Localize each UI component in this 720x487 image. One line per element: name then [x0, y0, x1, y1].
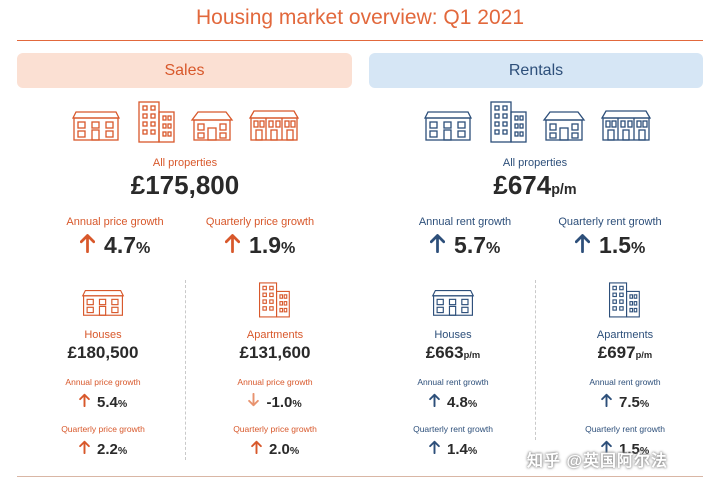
sales-apartments-quarterly-label: Quarterly price growth: [233, 424, 317, 434]
rentals-all-label: All properties: [502, 157, 568, 169]
title-divider: [17, 40, 703, 41]
sales-apartments-annual-label: Annual price growth: [237, 377, 313, 387]
sales-houses-label: Houses: [84, 329, 122, 341]
sales-quarterly-growth: 1.9%: [195, 232, 325, 259]
rentals-icons-row: [422, 100, 652, 145]
apartment-block-icon: [138, 101, 175, 143]
apartment-block-icon: [258, 282, 290, 318]
apartment-block-icon: [490, 101, 527, 143]
arrow-up-icon: [79, 232, 98, 258]
detached-house-icon: [542, 111, 586, 141]
rentals-houses-quarterly-label: Quarterly rent growth: [413, 424, 493, 434]
sales-houses-quarterly-label: Quarterly price growth: [61, 424, 145, 434]
rentals-apartments-value: £697p/m: [597, 343, 653, 362]
sales-all-label: All properties: [152, 157, 218, 169]
sales-houses-value: £180,500: [67, 343, 139, 362]
rentals-houses-annual-label: Annual rent growth: [417, 377, 489, 387]
page-title: Housing market overview: Q1 2021: [196, 6, 524, 29]
arrow-down-icon: [248, 392, 262, 411]
rentals-houses-value: £663p/m: [425, 343, 481, 362]
watermark: 知乎 @英国阿尔法: [527, 453, 669, 470]
arrow-up-icon: [429, 232, 448, 258]
sales-apartments-label: Apartments: [246, 329, 304, 341]
sales-annual-label: Annual price growth: [66, 216, 164, 228]
arrow-up-icon: [78, 440, 93, 458]
arrow-up-icon: [428, 393, 443, 411]
house-icon: [431, 289, 475, 316]
rentals-apartments-quarterly-label: Quarterly rent growth: [585, 424, 665, 434]
sales-apartments-annual-growth: -1.0%: [215, 392, 335, 411]
house-icon: [423, 111, 473, 141]
rentals-banner: Rentals: [369, 53, 703, 88]
rentals-column-divider: [535, 280, 536, 440]
sales-icons-row: [70, 100, 300, 145]
rentals-all-value: £674p/m: [493, 170, 577, 200]
detached-house-icon: [190, 111, 234, 141]
rentals-apartments-label: Apartments: [596, 329, 654, 341]
rentals-houses-label: Houses: [434, 329, 472, 341]
sales-apartments-quarterly-growth: 2.0%: [215, 440, 335, 458]
sales-annual-growth: 4.7%: [50, 232, 180, 259]
house-icon: [81, 289, 125, 316]
sales-banner: Sales: [17, 53, 352, 88]
rentals-apartments-annual-growth: 7.5%: [565, 393, 685, 411]
rentals-apartments-annual-label: Annual rent growth: [589, 377, 661, 387]
sales-quarterly-label: Quarterly price growth: [205, 216, 315, 228]
rentals-houses-annual-growth: 4.8%: [393, 393, 513, 411]
arrow-up-icon: [600, 393, 615, 411]
arrow-up-icon: [250, 440, 265, 458]
rentals-annual-growth: 5.7%: [400, 232, 530, 259]
sales-houses-quarterly-growth: 2.2%: [43, 440, 163, 458]
apartment-block-icon: [608, 282, 640, 318]
arrow-up-icon: [600, 440, 615, 458]
sales-column-divider: [185, 280, 186, 460]
arrow-up-icon: [428, 440, 443, 458]
arrow-up-icon: [224, 232, 243, 258]
rentals-houses-quarterly-growth: 1.4%: [393, 440, 513, 458]
rentals-quarterly-growth: 1.5%: [545, 232, 675, 259]
rentals-annual-label: Annual rent growth: [418, 216, 512, 228]
sales-houses-annual-label: Annual price growth: [65, 377, 141, 387]
rentals-apartments-quarterly-growth: 1.5%: [565, 440, 685, 458]
sales-houses-annual-growth: 5.4%: [43, 393, 163, 411]
terraced-house-icon: [600, 110, 652, 141]
rentals-quarterly-label: Quarterly rent growth: [558, 216, 662, 228]
footer-divider: [17, 476, 703, 477]
sales-all-value: £175,800: [130, 170, 240, 200]
sales-apartments-value: £131,600: [239, 343, 311, 362]
house-icon: [71, 111, 121, 141]
arrow-up-icon: [78, 393, 93, 411]
arrow-up-icon: [574, 232, 593, 258]
terraced-house-icon: [248, 110, 300, 141]
